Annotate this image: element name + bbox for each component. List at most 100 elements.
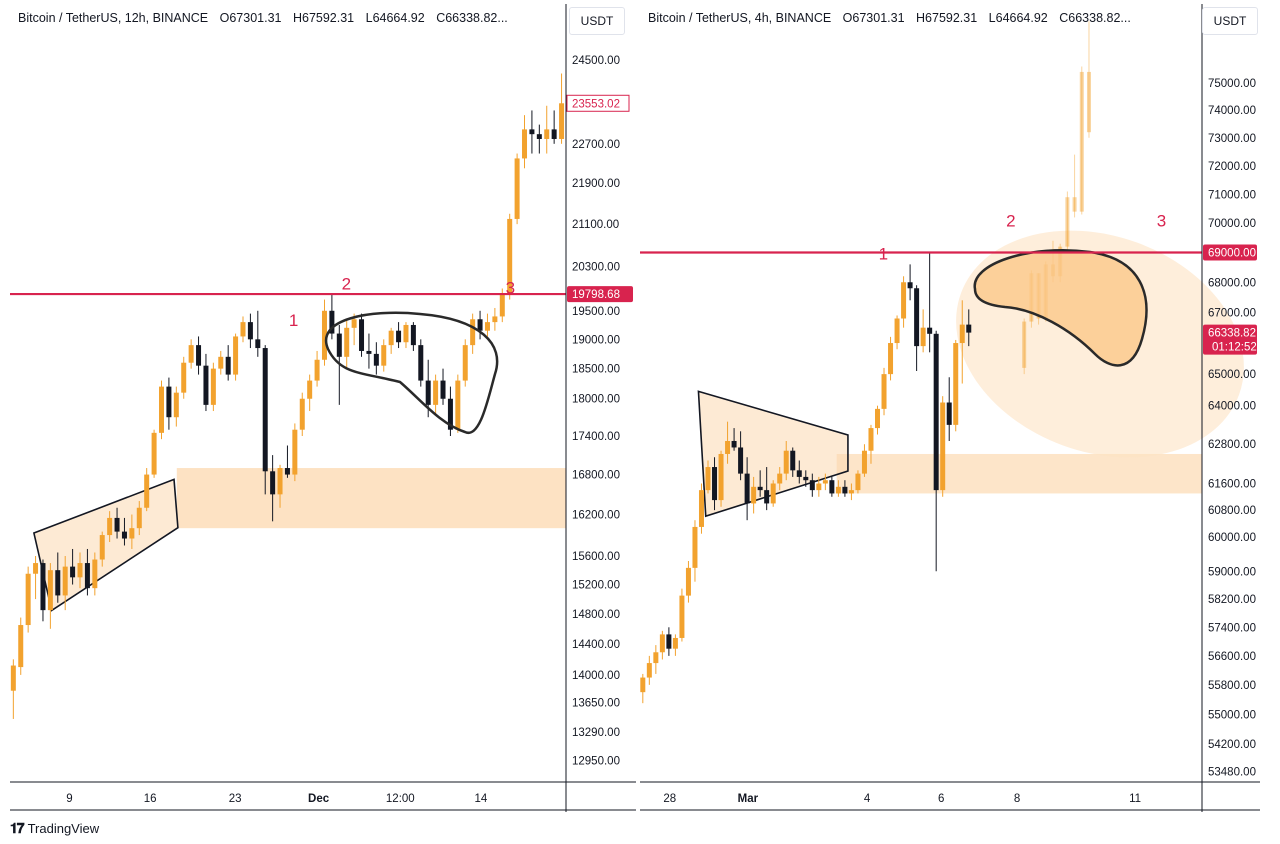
candle-body bbox=[529, 129, 535, 135]
currency-unit-button[interactable]: USDT bbox=[1202, 7, 1258, 35]
y-tick-label: 16800.00 bbox=[572, 470, 620, 482]
candle-body bbox=[403, 324, 409, 343]
candle-body bbox=[329, 310, 335, 334]
candle-body bbox=[855, 473, 861, 491]
x-tick-label: 28 bbox=[663, 793, 676, 805]
y-tick-label: 15600.00 bbox=[572, 551, 620, 563]
candle-body bbox=[514, 158, 520, 219]
candle-body bbox=[803, 476, 809, 481]
candle-body bbox=[173, 392, 179, 418]
candle-body bbox=[835, 486, 841, 494]
candle-body bbox=[725, 440, 731, 454]
candle-body bbox=[940, 402, 946, 491]
candle-body bbox=[731, 440, 737, 448]
chart-legend: Bitcoin / TetherUS, 12h, BINANCE O67301.… bbox=[18, 11, 508, 25]
candle-body bbox=[744, 473, 750, 504]
candle-body bbox=[484, 322, 490, 331]
candle-body bbox=[783, 450, 789, 474]
chart-panel-4h: 1 2 3 75000.00 74000.00 73000.00 72000.00 71000… bbox=[640, 4, 1260, 812]
annotation-label: 1 bbox=[289, 311, 298, 330]
candle-body bbox=[336, 333, 342, 357]
candle-body bbox=[477, 319, 483, 331]
candle-body bbox=[966, 324, 972, 333]
x-tick-label: 16 bbox=[144, 793, 157, 805]
candle-body bbox=[181, 362, 187, 393]
x-tick-label: Mar bbox=[738, 793, 759, 805]
candle-body bbox=[672, 637, 678, 649]
chart-background bbox=[10, 4, 636, 812]
x-tick-label: 12:00 bbox=[386, 793, 415, 805]
y-tick-label: 14400.00 bbox=[572, 639, 620, 651]
candle-body bbox=[62, 566, 68, 596]
support-zone bbox=[176, 468, 567, 529]
ohlc-open: O67301.31 bbox=[219, 11, 282, 25]
candle-body bbox=[901, 282, 907, 319]
annotation-label: 2 bbox=[342, 274, 351, 293]
candle-body bbox=[77, 563, 83, 578]
candle-body bbox=[927, 327, 933, 334]
y-tick-label: 17400.00 bbox=[572, 431, 620, 443]
chart-panel-12h: 1 2 3 24500.00 22700.00 21900.00 21100.00 20300… bbox=[10, 4, 636, 812]
footer: 𝟏𝟕 TradingView bbox=[10, 820, 99, 837]
candle-body bbox=[822, 480, 828, 484]
candle-body bbox=[396, 330, 402, 343]
y-tick-label: 61600.00 bbox=[1208, 479, 1256, 491]
resistance-price-tag bbox=[1203, 244, 1257, 261]
candle-body bbox=[659, 634, 665, 653]
ohlc-close: C66338.82... bbox=[436, 11, 508, 25]
candle-body bbox=[790, 450, 796, 471]
candle-body bbox=[959, 324, 965, 344]
x-tick-label: 6 bbox=[938, 793, 944, 805]
candle-body bbox=[848, 490, 854, 494]
candle-body bbox=[203, 365, 209, 405]
candle-body bbox=[536, 134, 542, 139]
candle-body bbox=[738, 447, 744, 474]
candle-body bbox=[70, 566, 76, 578]
resistance-price-label: 69000.00 bbox=[1208, 248, 1256, 260]
pattern-outline bbox=[973, 248, 1148, 367]
candle-body bbox=[344, 327, 350, 357]
y-tick-label: 13650.00 bbox=[572, 698, 620, 710]
candle-body bbox=[544, 129, 550, 139]
pattern-outline bbox=[324, 311, 499, 434]
candle-body bbox=[99, 535, 105, 560]
candle-body bbox=[796, 470, 802, 477]
y-tick-label: 58200.00 bbox=[1208, 594, 1256, 606]
ohlc-low: L64664.92 bbox=[365, 11, 425, 25]
candle-body bbox=[559, 103, 565, 139]
support-zone bbox=[836, 453, 1202, 494]
projection-body bbox=[1072, 197, 1077, 212]
candle-body bbox=[499, 294, 505, 317]
tradingview-logo-icon: 𝟏𝟕 bbox=[10, 820, 25, 836]
y-tick-label: 12950.00 bbox=[572, 756, 620, 768]
last-price-label: 23553.02 bbox=[572, 98, 620, 110]
candle-body bbox=[770, 483, 776, 504]
currency-unit-button[interactable]: USDT bbox=[569, 7, 625, 35]
candle-body bbox=[692, 526, 698, 568]
annotation-label: 1 bbox=[879, 245, 888, 264]
candle-body bbox=[666, 634, 672, 649]
chart-canvas-12h[interactable]: 12 324500.0022700.0021900.0021100.0020300… bbox=[10, 4, 636, 812]
y-tick-label: 70000.00 bbox=[1208, 218, 1256, 230]
y-tick-label: 20300.00 bbox=[572, 262, 620, 274]
candle-body bbox=[777, 473, 783, 484]
candle-body bbox=[233, 336, 239, 375]
y-tick-label: 56600.00 bbox=[1208, 651, 1256, 663]
candle-body bbox=[698, 490, 704, 527]
y-tick-label: 21100.00 bbox=[572, 219, 619, 231]
y-tick-label: 60800.00 bbox=[1208, 505, 1256, 517]
candle-body bbox=[914, 288, 920, 347]
annotation-label: 3 bbox=[1157, 212, 1166, 231]
candle-body bbox=[920, 327, 926, 347]
y-tick-label: 73000.00 bbox=[1208, 133, 1256, 145]
chart-canvas-4h[interactable]: 1 2 3 75000.00 74000.00 73000.00 72000.00 71000… bbox=[640, 4, 1260, 812]
y-tick-label: 14800.00 bbox=[572, 609, 620, 621]
ohlc-open: O67301.31 bbox=[842, 11, 905, 25]
y-tick-label: 18500.00 bbox=[572, 364, 620, 376]
candle-body bbox=[121, 531, 127, 539]
candle-body bbox=[314, 359, 320, 381]
candle-body bbox=[351, 319, 357, 328]
candle-body bbox=[247, 322, 253, 340]
candle-body bbox=[507, 218, 513, 295]
candle-body bbox=[492, 316, 498, 323]
